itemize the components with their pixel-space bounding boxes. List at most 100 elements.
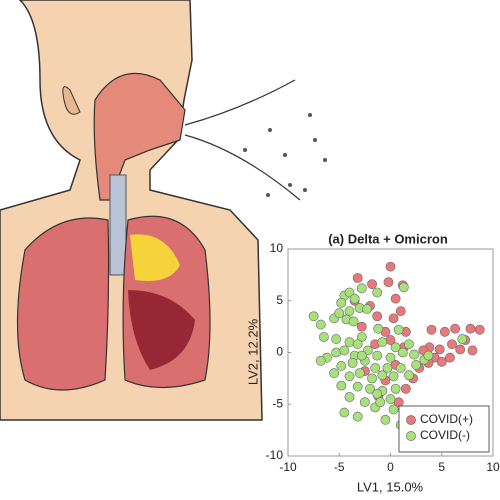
point bbox=[372, 388, 383, 399]
point bbox=[467, 345, 478, 356]
point bbox=[336, 361, 347, 371]
legend-label: COVID(+) bbox=[420, 412, 473, 426]
infected-region bbox=[130, 234, 180, 281]
x-tick-label: -10 bbox=[279, 460, 297, 474]
point bbox=[380, 414, 391, 425]
point bbox=[397, 347, 408, 358]
y-tick-label: 5 bbox=[276, 293, 283, 307]
point bbox=[385, 394, 396, 404]
point bbox=[474, 324, 485, 335]
illustration bbox=[0, 0, 327, 421]
y-tick-label: -5 bbox=[272, 396, 283, 410]
point bbox=[372, 350, 383, 361]
point bbox=[349, 293, 360, 304]
point bbox=[395, 363, 406, 373]
point bbox=[465, 323, 476, 334]
point bbox=[344, 337, 355, 348]
point bbox=[388, 313, 399, 324]
point bbox=[331, 347, 342, 358]
y-tick-label: 0 bbox=[276, 345, 283, 359]
point bbox=[315, 319, 326, 330]
point bbox=[336, 380, 347, 391]
point bbox=[388, 371, 399, 382]
point bbox=[372, 311, 383, 322]
y-axis-label: LV2, 12.2% bbox=[245, 318, 260, 385]
chart-title: (a) Delta + Omicron bbox=[328, 231, 448, 246]
point bbox=[354, 368, 365, 379]
molecules bbox=[243, 113, 327, 197]
point bbox=[409, 349, 419, 360]
point bbox=[426, 324, 437, 335]
point bbox=[370, 363, 381, 373]
point bbox=[308, 311, 319, 322]
point bbox=[352, 273, 363, 283]
point bbox=[344, 306, 355, 316]
point bbox=[336, 297, 347, 308]
y-tick-label: 10 bbox=[270, 241, 284, 255]
legend-label: COVID(-) bbox=[420, 428, 470, 442]
point bbox=[385, 352, 396, 363]
legend-marker bbox=[406, 431, 416, 441]
point bbox=[344, 392, 355, 402]
y-tick-label: -10 bbox=[266, 448, 284, 462]
point bbox=[447, 339, 457, 350]
point bbox=[356, 321, 367, 332]
x-tick-label: 0 bbox=[387, 460, 394, 474]
point bbox=[362, 304, 372, 314]
point bbox=[373, 323, 384, 334]
point bbox=[393, 324, 404, 335]
point bbox=[395, 306, 406, 316]
point bbox=[356, 283, 367, 294]
point bbox=[318, 332, 329, 342]
point bbox=[436, 356, 447, 367]
x-tick-label: 5 bbox=[438, 460, 445, 474]
point bbox=[450, 323, 460, 334]
point bbox=[390, 342, 401, 353]
point bbox=[390, 293, 401, 304]
point bbox=[445, 352, 455, 363]
point bbox=[352, 339, 363, 350]
point bbox=[315, 355, 326, 366]
point bbox=[347, 357, 358, 368]
point bbox=[385, 261, 396, 272]
legend-box bbox=[398, 405, 490, 453]
point bbox=[365, 383, 375, 394]
left-lung bbox=[16, 217, 110, 391]
breath-lines bbox=[184, 79, 301, 201]
x-axis-label: LV1, 15.0% bbox=[357, 479, 424, 494]
point bbox=[334, 308, 345, 319]
point bbox=[352, 411, 363, 422]
airway bbox=[93, 72, 186, 201]
point bbox=[398, 282, 409, 293]
point bbox=[377, 337, 388, 348]
point bbox=[356, 350, 367, 361]
point bbox=[404, 339, 414, 350]
point bbox=[331, 334, 342, 344]
point bbox=[377, 370, 388, 381]
point bbox=[388, 404, 399, 415]
point bbox=[383, 277, 394, 288]
point bbox=[367, 373, 377, 384]
trachea bbox=[109, 174, 127, 276]
infected-region bbox=[128, 290, 195, 370]
point bbox=[339, 345, 350, 356]
ear bbox=[62, 86, 81, 115]
point bbox=[339, 407, 350, 418]
point bbox=[423, 350, 434, 361]
point bbox=[455, 344, 466, 355]
point bbox=[404, 370, 414, 381]
point bbox=[367, 279, 377, 290]
point bbox=[390, 383, 401, 394]
point bbox=[457, 334, 468, 344]
point bbox=[411, 360, 422, 370]
point bbox=[434, 344, 445, 355]
point bbox=[372, 287, 383, 298]
point bbox=[382, 363, 393, 373]
point bbox=[400, 383, 411, 394]
legend-marker bbox=[406, 415, 416, 425]
point bbox=[352, 381, 363, 392]
point bbox=[439, 326, 450, 337]
x-tick-label: 10 bbox=[486, 460, 500, 474]
